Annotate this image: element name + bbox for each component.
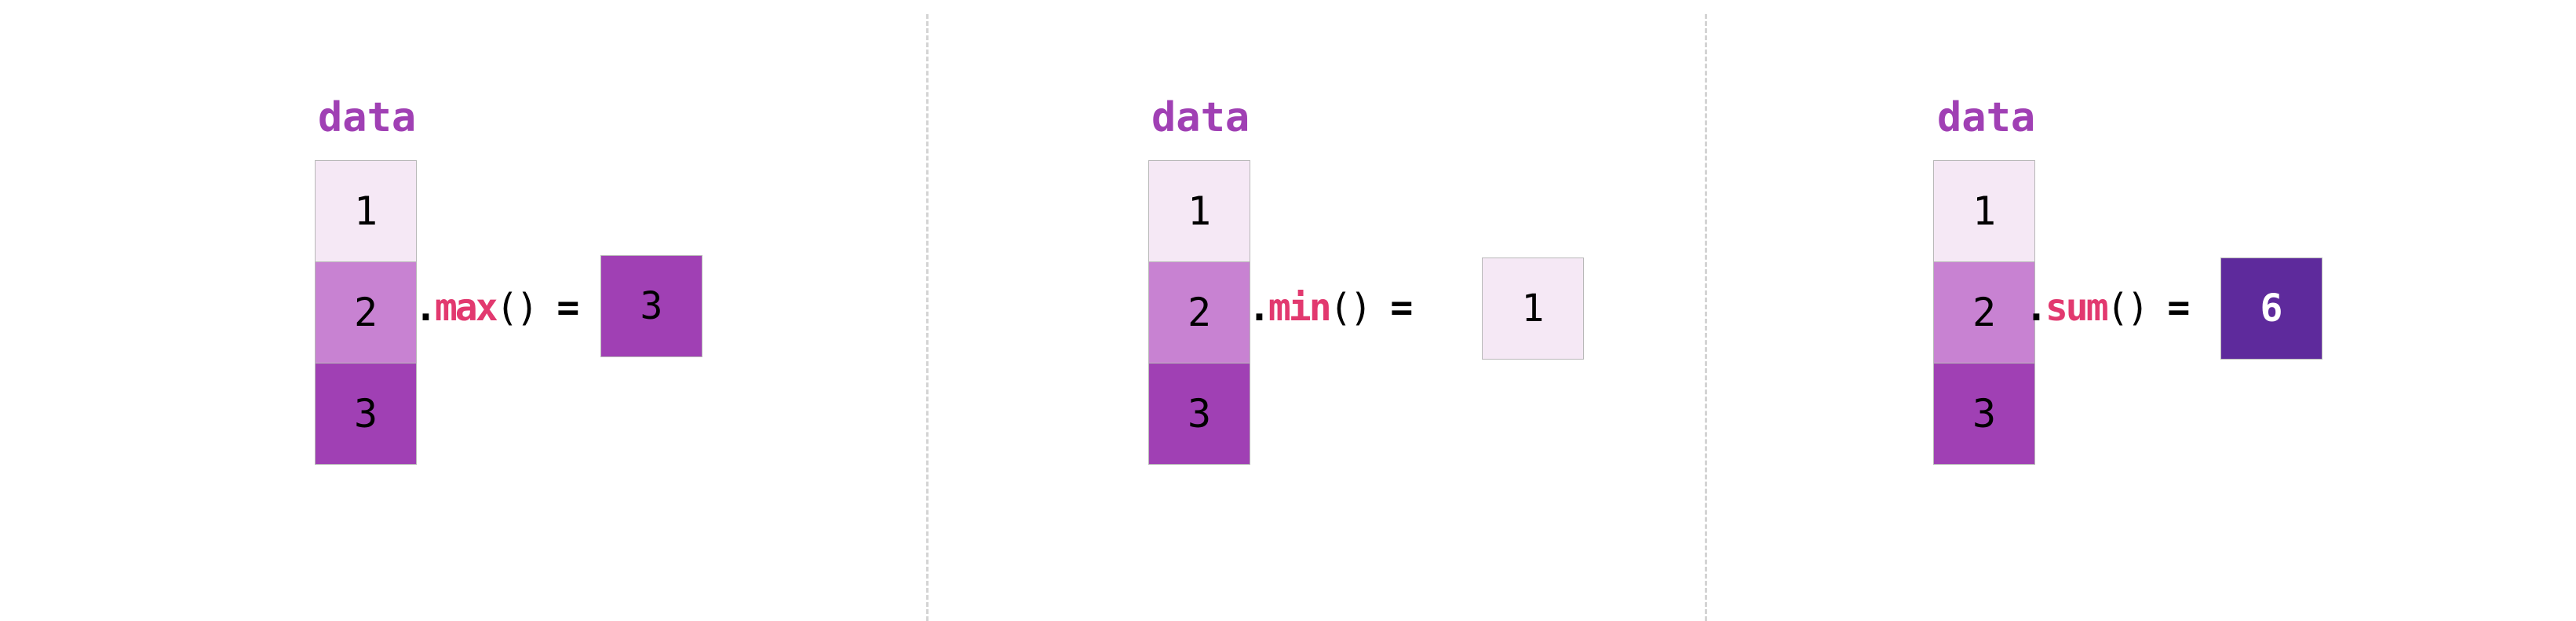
panel-divider	[926, 14, 929, 621]
method-call: .max() =	[414, 286, 579, 330]
panel-divider	[1705, 14, 1707, 621]
array-cell: 3	[1933, 363, 2035, 465]
method-name: sum	[2045, 286, 2109, 330]
data-label: data	[1937, 94, 2036, 141]
array-cell: 2	[315, 261, 417, 363]
array-cell: 1	[1933, 160, 2035, 262]
array-cell: 2	[1933, 261, 2035, 363]
dot: .	[414, 286, 437, 330]
result-box: 6	[2220, 258, 2322, 360]
method-call: .sum() =	[2025, 286, 2190, 330]
data-label: data	[318, 94, 417, 141]
data-array: 1 2 3	[1148, 160, 1250, 465]
array-cell: 3	[315, 363, 417, 465]
array-cell: 1	[315, 160, 417, 262]
dot: .	[2025, 286, 2048, 330]
method-name: max	[434, 286, 498, 330]
dot: .	[1248, 286, 1271, 330]
method-call: .min() =	[1248, 286, 1413, 330]
equals: =	[2167, 286, 2190, 330]
data-label: data	[1151, 94, 1250, 141]
equals: =	[1390, 286, 1413, 330]
data-array: 1 2 3	[315, 160, 417, 465]
data-array: 1 2 3	[1933, 160, 2035, 465]
parens: ()	[2106, 286, 2150, 330]
equals: =	[556, 286, 579, 330]
array-cell: 2	[1148, 261, 1250, 363]
parens: ()	[1329, 286, 1373, 330]
parens: ()	[495, 286, 539, 330]
result-box: 1	[1482, 258, 1584, 360]
array-cell: 3	[1148, 363, 1250, 465]
result-box: 3	[600, 255, 702, 357]
method-name: min	[1268, 286, 1332, 330]
array-cell: 1	[1148, 160, 1250, 262]
